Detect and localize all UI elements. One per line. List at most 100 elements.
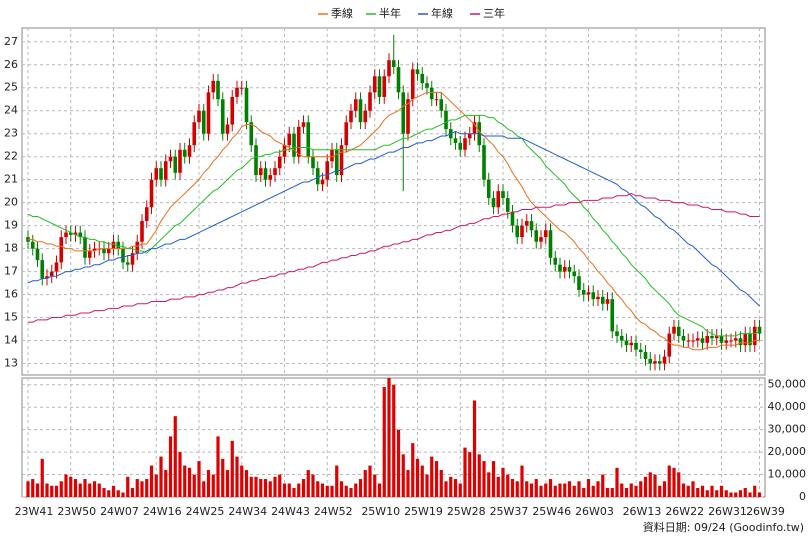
- candle-body: [254, 145, 258, 176]
- volume-bar: [430, 456, 434, 497]
- volume-bar: [534, 479, 538, 497]
- volume-bar: [748, 492, 752, 497]
- volume-bar: [197, 461, 201, 497]
- volume-bar: [458, 483, 462, 497]
- volume-bar: [121, 492, 125, 497]
- candle-body: [159, 168, 163, 180]
- candle-body: [520, 225, 524, 238]
- volume-bar: [520, 465, 524, 497]
- candle-body: [705, 335, 710, 343]
- y2-tick-label: 30,000: [768, 423, 807, 436]
- volume-bar: [349, 488, 353, 497]
- candle-body: [743, 333, 748, 346]
- volume-bar: [615, 467, 619, 497]
- volume-bar: [753, 485, 757, 497]
- volume-bar: [311, 474, 315, 497]
- volume-bar: [50, 485, 54, 497]
- volume-bar: [667, 465, 671, 497]
- candle-body: [719, 335, 724, 343]
- volume-bar: [183, 465, 187, 497]
- y2-tick-label: 0: [799, 490, 806, 503]
- volume-bar: [230, 440, 234, 497]
- candle-body: [543, 230, 548, 238]
- volume-bar: [487, 472, 491, 497]
- volume-bar: [439, 470, 443, 497]
- volume-bar: [548, 479, 553, 497]
- candle-body: [149, 179, 154, 208]
- candle-body: [144, 207, 149, 222]
- candle-body: [662, 356, 667, 364]
- candle-body: [643, 352, 648, 359]
- volume-bar: [639, 481, 643, 497]
- candle-body: [68, 232, 73, 235]
- volume-bar: [363, 470, 367, 497]
- x-tick-label: 24W34: [228, 505, 267, 518]
- volume-bar: [78, 483, 82, 497]
- candle-body: [558, 264, 562, 272]
- volume-bar: [601, 474, 605, 497]
- volume-bar: [97, 483, 101, 497]
- volume-bar: [582, 488, 586, 497]
- y-tick-label: 16: [4, 288, 18, 301]
- volume-bar: [696, 488, 700, 497]
- y-tick-label: 18: [4, 242, 18, 255]
- volume-bar: [316, 481, 320, 497]
- volume-bar: [92, 481, 97, 497]
- volume-bar: [387, 378, 391, 497]
- volume-bar: [567, 481, 572, 497]
- volume-bar: [677, 472, 681, 497]
- candle-body: [111, 241, 116, 249]
- candle-body: [292, 133, 296, 157]
- candle-body: [401, 92, 406, 134]
- volume-bar: [173, 416, 177, 497]
- volume-bar: [111, 485, 116, 497]
- volume-bar: [26, 481, 30, 497]
- candle-body: [463, 138, 467, 150]
- volume-bar: [40, 458, 44, 497]
- volume-bar: [382, 386, 386, 497]
- volume-bar: [225, 470, 230, 497]
- candle-body: [748, 333, 752, 346]
- candle-body: [700, 338, 705, 343]
- x-tick-label: 25W28: [447, 505, 486, 518]
- legend-label: 年線: [431, 6, 453, 20]
- candle-body: [140, 221, 144, 242]
- candle-body: [249, 122, 254, 146]
- candle-body: [567, 266, 572, 272]
- volume-bar: [301, 479, 306, 497]
- candle-body: [54, 262, 59, 272]
- volume-bar: [140, 481, 144, 497]
- volume-bar: [715, 490, 719, 497]
- candle-body: [444, 110, 448, 130]
- volume-bar: [145, 479, 149, 497]
- volume-bar: [330, 485, 334, 497]
- volume-bar: [259, 479, 263, 497]
- y-tick-label: 20: [4, 196, 18, 209]
- x-tick-label: 25W19: [404, 505, 443, 518]
- volume-bar: [449, 476, 453, 497]
- volume-bar: [734, 492, 738, 497]
- volume-bar: [691, 481, 695, 497]
- volume-bar: [59, 481, 63, 497]
- x-tick-label: 24W25: [186, 505, 225, 518]
- ma-line: [28, 91, 760, 351]
- candle-body: [277, 156, 282, 169]
- ma-line: [27, 130, 760, 307]
- y-tick-label: 13: [4, 357, 18, 370]
- x-tick-label: 26W31: [708, 505, 747, 518]
- volume-bar: [643, 476, 648, 497]
- candle-body: [496, 191, 501, 208]
- candle-body: [615, 331, 619, 336]
- candle-body: [729, 340, 733, 342]
- volume-bar: [648, 472, 652, 497]
- x-tick-label: 23W41: [15, 505, 54, 518]
- candle-body: [173, 156, 178, 173]
- candle-body: [59, 237, 64, 263]
- candle-body: [201, 110, 206, 134]
- volume-bar: [729, 492, 733, 497]
- candle-body: [135, 241, 140, 254]
- candle-body: [406, 99, 410, 134]
- volume-bar: [187, 467, 192, 497]
- candle-body: [306, 122, 311, 157]
- candle-body: [387, 60, 391, 77]
